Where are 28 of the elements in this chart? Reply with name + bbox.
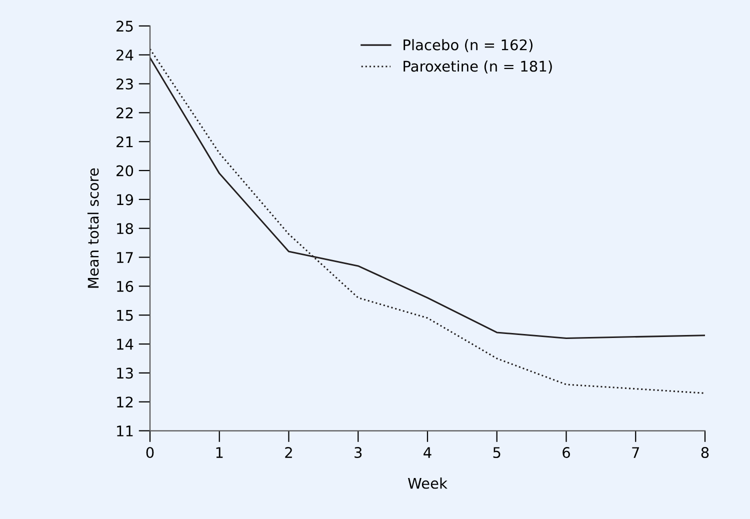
y-tick-label: 15 xyxy=(117,310,133,321)
y-tick-label: 22 xyxy=(116,107,133,118)
x-tick-label: 5 xyxy=(493,447,500,458)
y-tick-label: 21 xyxy=(116,136,133,148)
y-tick-label: 17 xyxy=(117,252,133,263)
x-tick-label: 4 xyxy=(424,447,432,458)
y-tick-label: 23 xyxy=(116,78,133,90)
y-tick-label: 11 xyxy=(117,426,133,436)
x-tick-label: 2 xyxy=(285,447,292,458)
x-tick-label: 6 xyxy=(562,447,570,458)
y-tick-label: 16 xyxy=(117,280,134,292)
y-tick-label: 20 xyxy=(116,165,134,176)
y-tick-label: 25 xyxy=(116,20,133,32)
legend-label: Paroxetine (n = 181) xyxy=(404,60,552,74)
y-tick-label: 19 xyxy=(117,194,133,206)
x-tick-label: 3 xyxy=(354,447,362,458)
x-tick-label: 1 xyxy=(216,447,223,458)
y-tick-label: 12 xyxy=(117,396,133,408)
y-tick-label: 14 xyxy=(117,338,134,350)
x-axis-title: Week xyxy=(408,478,448,489)
y-tick-label: 13 xyxy=(117,368,133,379)
y-tick-label: 18 xyxy=(117,223,134,234)
legend-label: Placebo (n = 162) xyxy=(404,39,532,52)
y-axis-title: Mean total score xyxy=(87,168,99,288)
x-tick-label: 7 xyxy=(632,447,640,458)
x-tick-label: 0 xyxy=(146,447,154,458)
y-tick-label: 24 xyxy=(116,50,134,60)
x-tick-label: 8 xyxy=(701,447,709,458)
